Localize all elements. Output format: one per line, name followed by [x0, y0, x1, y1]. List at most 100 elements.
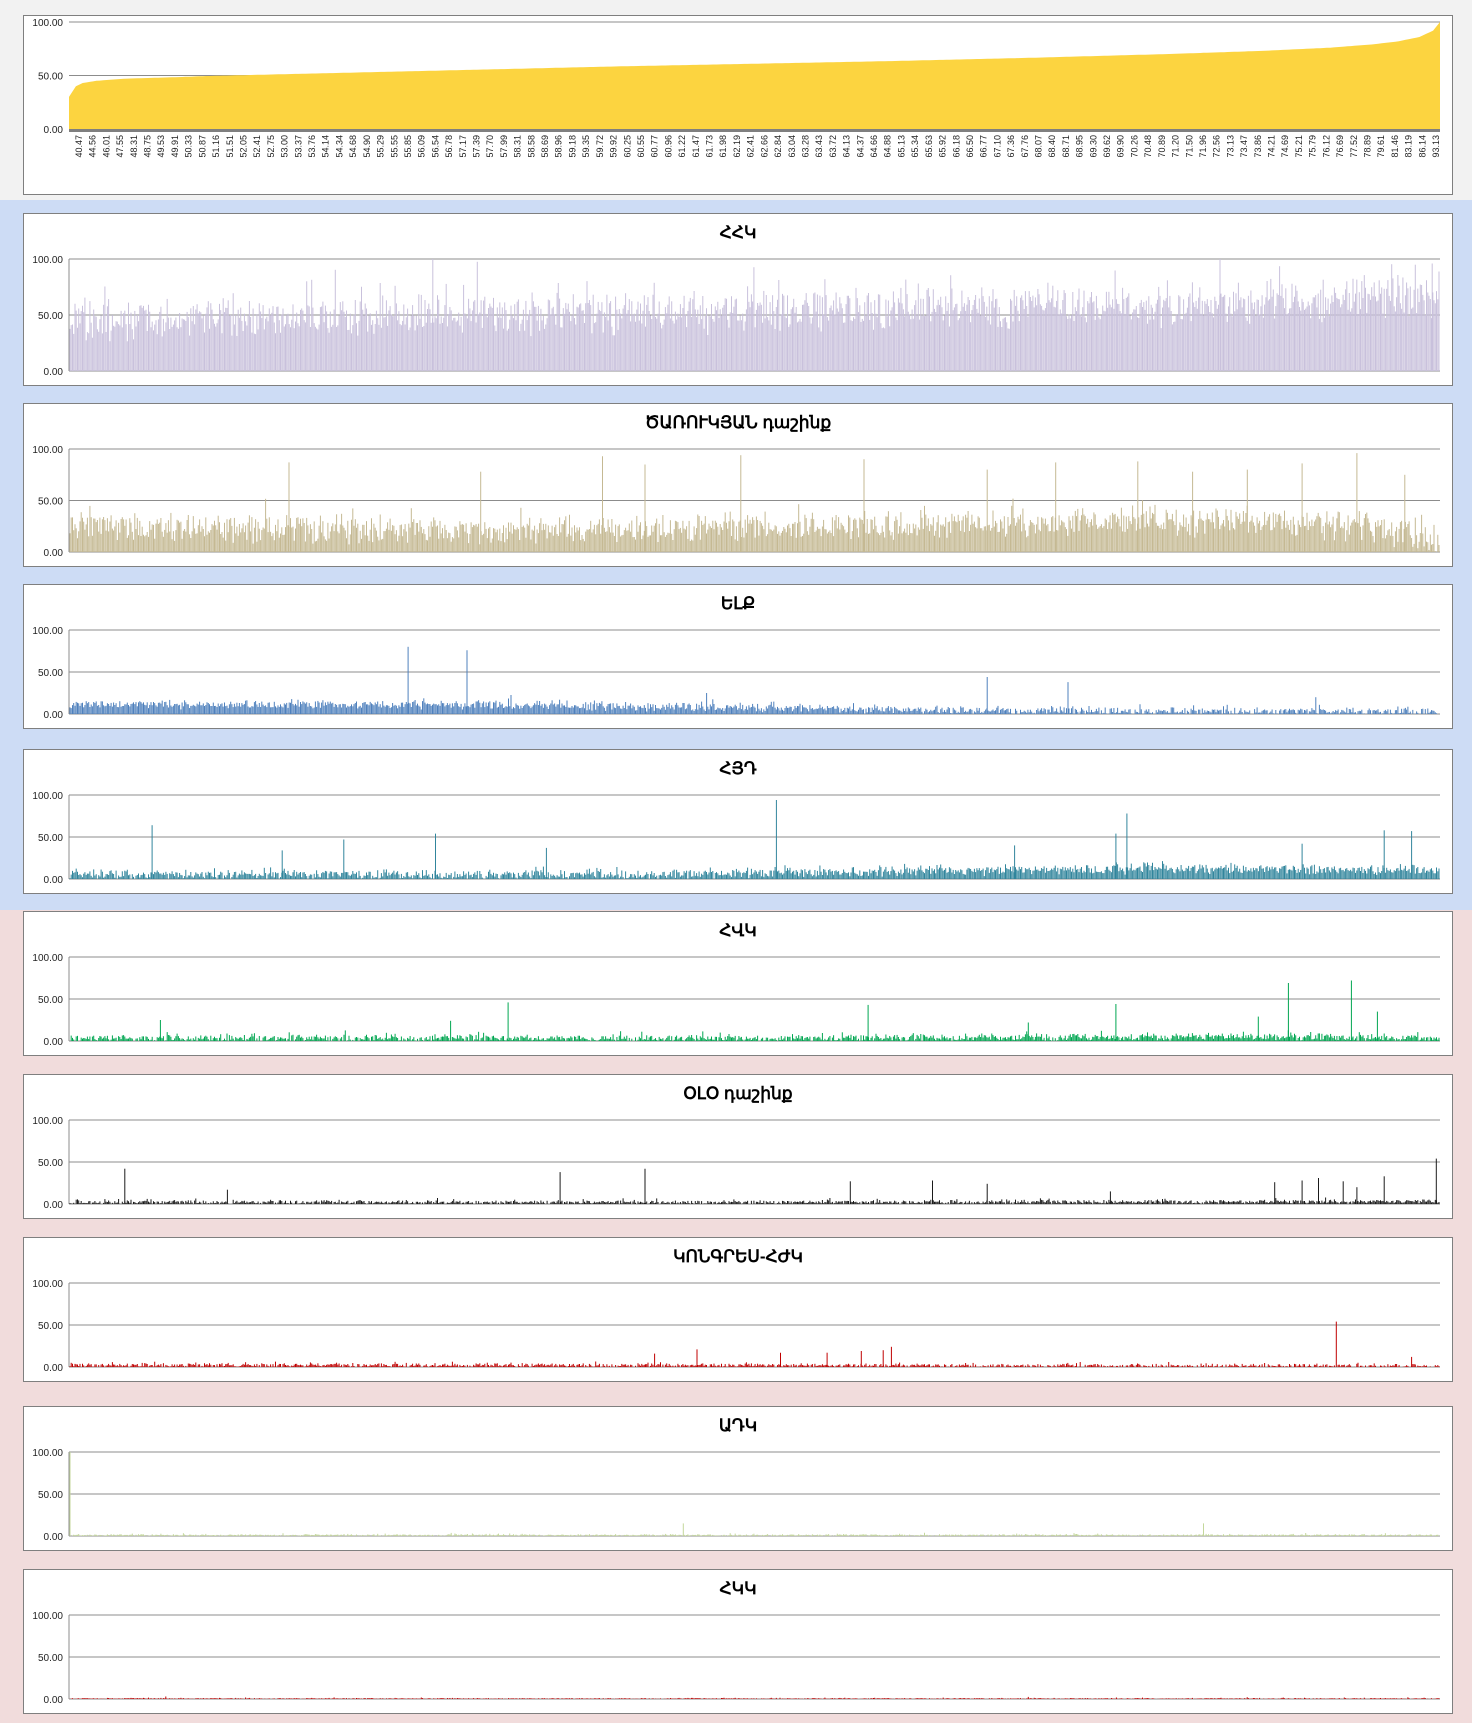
x-tick-label: 67.36: [1006, 135, 1016, 158]
x-tick-label: 71.50: [1184, 135, 1194, 158]
x-tick-label: 64.13: [842, 135, 852, 158]
x-tick-label: 48.75: [143, 135, 153, 158]
x-tick-label: 63.28: [800, 135, 810, 158]
y-tick-label: 100.00: [32, 953, 63, 964]
x-tick-label: 61.47: [691, 135, 701, 158]
x-tick-label: 66.77: [979, 135, 989, 158]
bar-series: [70, 980, 1440, 1041]
x-tick-label: 81.46: [1390, 135, 1400, 158]
y-tick-label: 0.00: [44, 710, 64, 721]
y-tick-label: 50.00: [38, 497, 63, 508]
x-tick-label: 59.72: [595, 135, 605, 158]
x-tick-label: 40.47: [74, 135, 84, 158]
y-tick-label: 100.00: [32, 255, 63, 266]
x-tick-label: 54.68: [348, 135, 358, 158]
x-tick-label: 54.90: [362, 135, 372, 158]
x-tick-label: 59.92: [609, 135, 619, 158]
x-tick-label: 74.21: [1267, 135, 1277, 158]
x-tick-label: 55.85: [403, 135, 413, 158]
x-tick-label: 52.05: [238, 135, 248, 158]
y-tick-label: 50.00: [38, 668, 63, 679]
x-tick-label: 60.55: [636, 135, 646, 158]
y-tick-label: 100.00: [32, 791, 63, 802]
chart-title: ԾԱՌՈՒԿՅԱՆ դաշինք: [644, 413, 832, 432]
y-tick-label: 0.00: [44, 1037, 64, 1048]
x-tick-label: 73.86: [1253, 135, 1263, 158]
y-tick-label: 0.00: [44, 875, 64, 886]
x-tick-label: 48.31: [129, 135, 139, 158]
x-tick-label: 68.95: [1075, 135, 1085, 158]
x-tick-label: 86.14: [1417, 135, 1427, 158]
x-tick-label: 69.30: [1088, 135, 1098, 158]
x-tick-label: 53.00: [280, 135, 290, 158]
x-tick-label: 63.43: [814, 135, 824, 158]
x-tick-label: 54.34: [334, 135, 344, 158]
x-tick-label: 53.76: [307, 135, 317, 158]
chart-title: ՀՅԴ: [719, 759, 757, 778]
chart-elk: 0.00 50.00 100.00 ԵԼՔ: [23, 584, 1453, 729]
x-tick-label: 50.87: [197, 135, 207, 158]
x-tick-label: 62.41: [746, 135, 756, 158]
x-tick-label: 56.54: [430, 135, 440, 158]
x-tick-label: 62.66: [759, 135, 769, 158]
x-tick-label: 71.20: [1171, 135, 1181, 158]
bar-series: [69, 646, 1437, 714]
y-tick-label: 50.00: [38, 72, 63, 83]
chart-hvk: 0.00 50.00 100.00 ՀՎԿ: [23, 911, 1453, 1056]
x-tick-label: 57.99: [499, 135, 509, 158]
x-tick-label: 72.56: [1212, 135, 1222, 158]
x-tick-label: 63.04: [787, 135, 797, 158]
x-tick-label: 77.52: [1349, 135, 1359, 158]
x-tick-label: 54.14: [321, 135, 331, 158]
x-tick-label: 52.75: [266, 135, 276, 158]
x-tick-label: 69.62: [1102, 135, 1112, 158]
x-tick-label: 58.96: [554, 135, 564, 158]
x-tick-label: 70.48: [1143, 135, 1153, 158]
x-tick-label: 58.58: [526, 135, 536, 158]
x-tick-label: 55.29: [376, 135, 386, 158]
x-tick-label: 70.26: [1129, 135, 1139, 158]
y-tick-label: 50.00: [38, 833, 63, 844]
x-tick-label: 49.53: [156, 135, 166, 158]
x-tick-label: 65.13: [896, 135, 906, 158]
x-tick-label: 60.77: [650, 135, 660, 158]
bar-series: [69, 453, 1440, 552]
y-tick-label: 50.00: [38, 311, 63, 322]
x-tick-label: 51.51: [225, 135, 235, 158]
x-tick-label: 66.18: [951, 135, 961, 158]
x-tick-label: 66.50: [965, 135, 975, 158]
x-tick-label: 65.63: [924, 135, 934, 158]
x-tick-label: 67.10: [992, 135, 1002, 158]
x-tick-label: 57.39: [472, 135, 482, 158]
x-tick-label: 59.18: [567, 135, 577, 158]
chart-tsarukyan: 0.00 50.00 100.00 ԾԱՌՈՒԿՅԱՆ դաշինք: [23, 403, 1453, 567]
x-tick-label: 73.47: [1239, 135, 1249, 158]
y-tick-label: 0.00: [44, 367, 64, 378]
y-tick-label: 0.00: [44, 548, 64, 559]
x-tick-label: 56.09: [417, 135, 427, 158]
x-tick-label: 75.79: [1308, 135, 1318, 158]
x-tick-label: 79.61: [1376, 135, 1386, 158]
x-tick-label: 61.22: [677, 135, 687, 158]
x-tick-label: 65.92: [938, 135, 948, 158]
overview-chart: 0.00 50.00 100.00 40.47 44.56 46.01 47.55 48.31…: [23, 15, 1453, 195]
x-tick-label: 64.88: [883, 135, 893, 158]
x-tick-label: 69.90: [1116, 135, 1126, 158]
x-tick-label: 46.01: [101, 135, 111, 158]
x-tick-label: 68.71: [1061, 135, 1071, 158]
x-tick-label: 51.16: [211, 135, 221, 158]
chart-title: ԵԼՔ: [720, 594, 756, 613]
x-tick-label: 70.89: [1157, 135, 1167, 158]
x-tick-label: 47.55: [115, 135, 125, 158]
x-tick-label: 62.84: [773, 135, 783, 158]
x-tick-label: 44.56: [88, 135, 98, 158]
y-tick-label: 100.00: [32, 445, 63, 456]
x-tick-label: 59.35: [581, 135, 591, 158]
x-tick-label: 93.13: [1431, 135, 1441, 158]
area-series: [69, 22, 1440, 129]
x-tick-label: 64.37: [855, 135, 865, 158]
y-tick-label: 50.00: [38, 995, 63, 1006]
chart-hhk: 0.00 50.00 100.00 ՀՀԿ: [23, 213, 1453, 386]
x-tick-label: 60.25: [622, 135, 632, 158]
x-tick-label: 61.73: [705, 135, 715, 158]
